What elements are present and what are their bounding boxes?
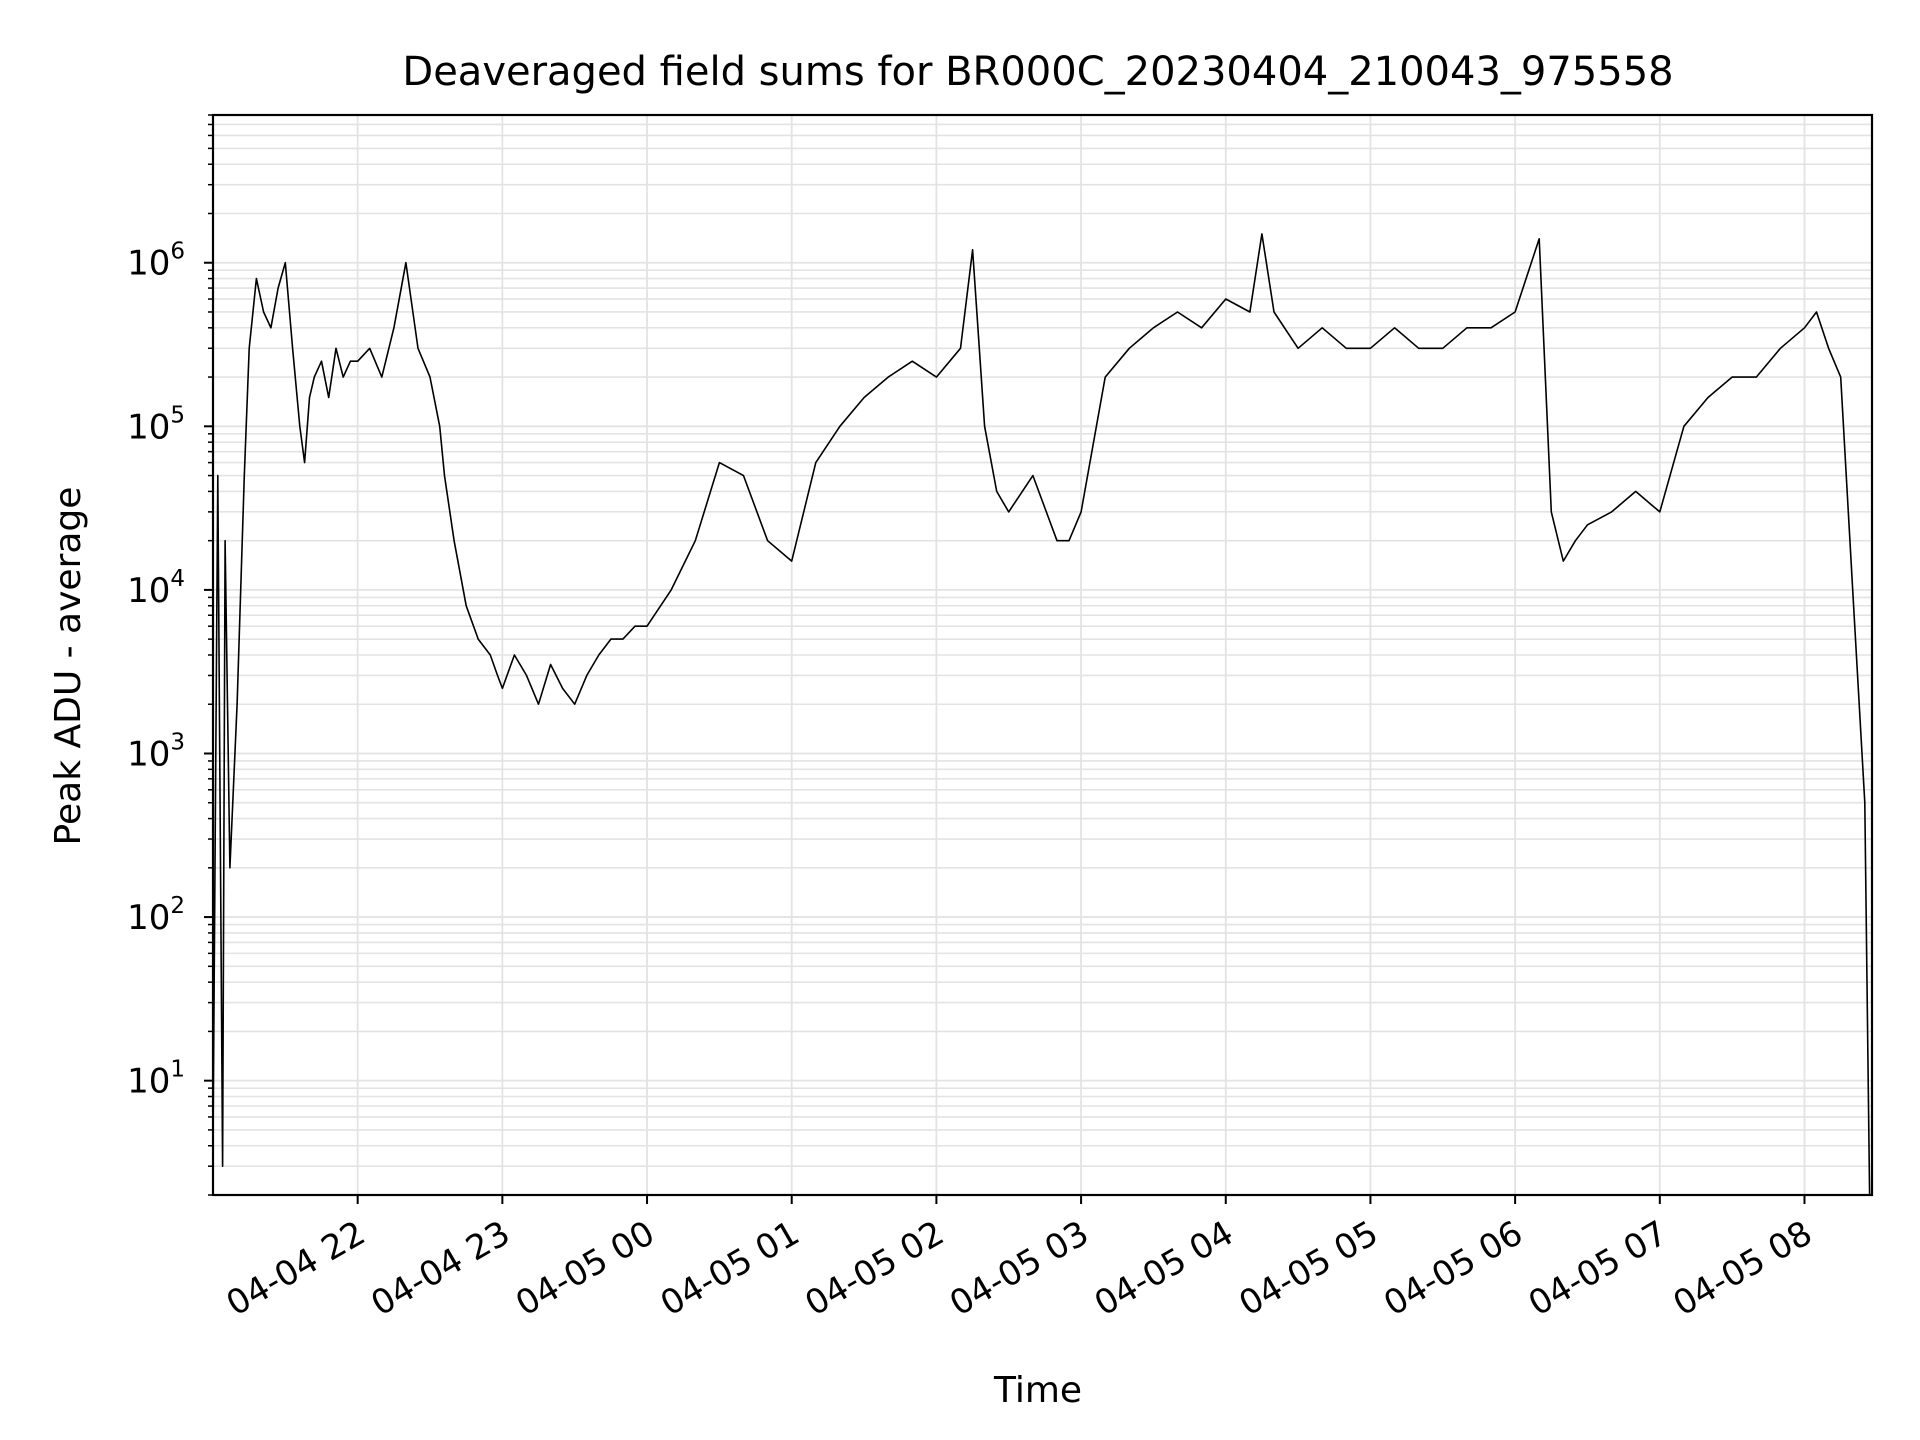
y-tick-label: 104 bbox=[127, 566, 185, 611]
y-tick-label: 106 bbox=[127, 239, 185, 284]
chart-title: Deaveraged field sums for BR000C_2023040… bbox=[402, 49, 1673, 95]
series-group bbox=[212, 233, 1871, 1196]
y-tick-label: 101 bbox=[127, 1057, 185, 1102]
y-tick-label: 103 bbox=[127, 729, 185, 774]
y-tick-label: 102 bbox=[127, 893, 185, 938]
grid bbox=[213, 114, 1872, 1196]
x-axis-label: Time bbox=[993, 1370, 1082, 1411]
y-axis-label: Peak ADU - average bbox=[48, 487, 89, 846]
series-line bbox=[212, 233, 1871, 1196]
y-tick-label: 105 bbox=[127, 402, 185, 447]
